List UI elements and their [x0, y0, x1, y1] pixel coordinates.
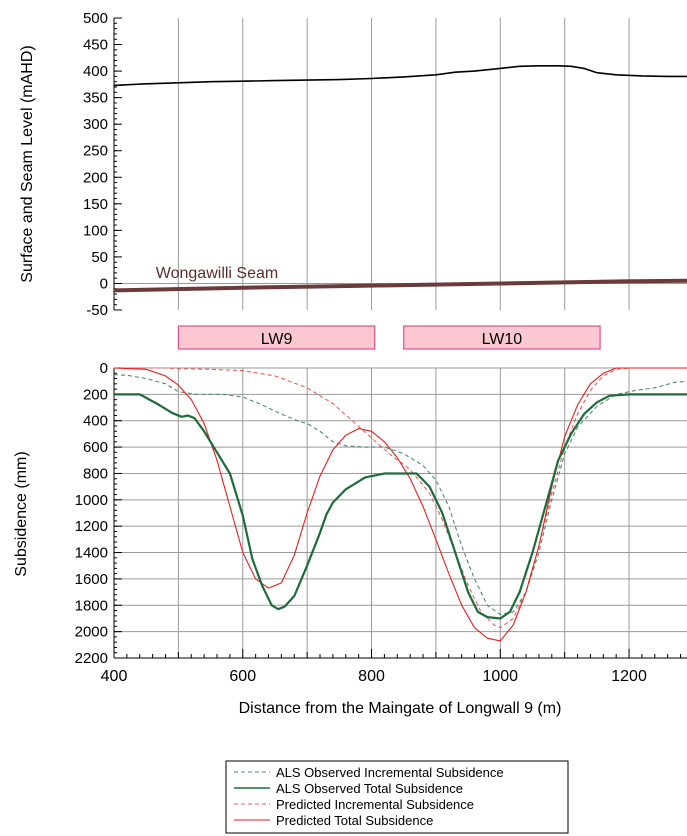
- legend-entry-label: ALS Observed Incremental Subsidence: [276, 765, 504, 780]
- top-y-tick-label: 150: [83, 196, 108, 213]
- top-y-tick-label: 400: [83, 63, 108, 80]
- longwall-panel-labels: LW9 LW10: [177, 325, 601, 350]
- bottom-y-tick-label: 400: [83, 413, 108, 430]
- top-y-tick-label: 250: [83, 143, 108, 160]
- top-y-tick-label: 50: [91, 249, 108, 266]
- series-line-als-observed-total-subsidence: [114, 393, 687, 620]
- bottom-x-tick-label: 800: [358, 668, 385, 685]
- surface-level-line: [113, 65, 687, 87]
- top-y-tick-label: -50: [86, 302, 108, 319]
- bottom-y-tick-label: 2200: [75, 650, 108, 667]
- longwall-panel-label: LW9: [261, 331, 293, 348]
- top-panel: -50 0 50 100 150 200 250 300 350 400 450 500 Wongaw…: [19, 10, 687, 319]
- bottom-y-tick-label: 2000: [75, 624, 108, 641]
- series-line-als-observed-incremental-subsidence: [113, 374, 687, 616]
- bottom-panel: 0 200 400 600 800 1000 1200 1400 1600 1800 2000 220…: [13, 360, 687, 717]
- bottom-y-tick-label: 1600: [75, 571, 108, 588]
- top-plot-area: [114, 18, 687, 310]
- longwall-panel-label: LW10: [482, 331, 523, 348]
- top-y-tick-label: 500: [83, 10, 108, 27]
- longwall-panel-box: [177, 325, 376, 350]
- bottom-y-tick-label: 200: [83, 386, 108, 403]
- top-y-tick-label: 450: [83, 37, 108, 54]
- top-y-tick-label: 350: [83, 90, 108, 107]
- bottom-grid: [114, 367, 687, 658]
- bottom-y-axis-label: Subsidence (mm): [13, 451, 30, 576]
- bottom-series: [113, 367, 687, 642]
- bottom-y-tick-label: 0: [100, 360, 108, 377]
- top-y-tick-label: 200: [83, 169, 108, 186]
- series-line-predicted-total-subsidence: [113, 367, 687, 642]
- top-series: [113, 65, 687, 293]
- series-line-predicted-incremental-subsidence: [114, 367, 687, 629]
- seam-annotation: Wongawilli Seam: [156, 265, 278, 282]
- legend-entry-label: Predicted Total Subsidence: [276, 813, 433, 828]
- bottom-x-tick-label: 600: [229, 668, 256, 685]
- bottom-y-tick-label: 800: [83, 465, 108, 482]
- legend-entry-label: ALS Observed Total Subsidence: [276, 781, 463, 796]
- legend-entry-label: Predicted Incremental Subsidence: [276, 797, 474, 812]
- legend-box: [225, 760, 569, 834]
- top-y-tick-label: 100: [83, 222, 108, 239]
- bottom-x-tick-label: 400: [101, 668, 128, 685]
- bottom-y-tick-label: 1400: [75, 545, 108, 562]
- bottom-y-tick-label: 1000: [75, 492, 108, 509]
- bottom-axes: 0 200 400 600 800 1000 1200 1400 1600 1800 2000 220…: [75, 360, 687, 685]
- bottom-y-tick-label: 1800: [75, 597, 108, 614]
- bottom-y-tick-label: 1200: [75, 518, 108, 535]
- top-annotations: Wongawilli Seam: [156, 265, 278, 282]
- top-y-tick-label: 0: [100, 275, 108, 292]
- bottom-y-tick-label: 600: [83, 439, 108, 456]
- top-axes: -50 0 50 100 150 200 250 300 350 400 450 500: [83, 10, 122, 319]
- bottom-x-tick-label: 1200: [611, 668, 647, 685]
- bottom-x-tick-label: 1000: [482, 668, 518, 685]
- x-axis-label: Distance from the Maingate of Longwall 9…: [239, 700, 562, 717]
- longwall-panel-box: [403, 325, 601, 350]
- top-y-tick-label: 300: [83, 116, 108, 133]
- seam-level-line: [113, 278, 687, 293]
- top-y-axis-label: Surface and Seam Level (mAHD): [19, 45, 36, 282]
